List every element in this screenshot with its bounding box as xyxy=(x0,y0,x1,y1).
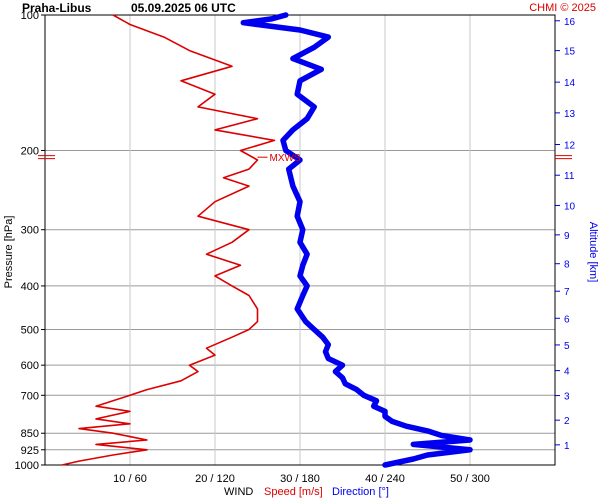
mxws-label: MXWS xyxy=(270,153,301,164)
station-title: Praha-Libus xyxy=(22,1,92,15)
x-tick-label: 30 / 180 xyxy=(280,473,320,485)
direction-series-line xyxy=(240,12,473,468)
speed-legend: Speed [m/s] xyxy=(264,486,323,498)
altitude-tick-label: 8 xyxy=(564,260,570,271)
altitude-tick-label: 2 xyxy=(564,416,570,427)
x-tick-label: 10 / 60 xyxy=(113,473,147,485)
altitude-tick-label: 3 xyxy=(564,392,570,403)
altitude-tick-label: 5 xyxy=(564,341,570,352)
altitude-tick-label: 16 xyxy=(564,17,576,28)
altitude-tick-label: 15 xyxy=(564,47,576,58)
x-tick-label: 40 / 240 xyxy=(365,473,405,485)
pressure-tick-label: 200 xyxy=(21,145,39,157)
mxws-marker: MXWS xyxy=(38,153,572,164)
x-tick-label: 50 / 300 xyxy=(450,473,490,485)
pressure-tick-label: 925 xyxy=(21,445,39,457)
altitude-tick-label: 9 xyxy=(564,231,570,242)
speed-series-line xyxy=(61,14,276,466)
altitude-tick-label: 7 xyxy=(564,287,570,298)
altitude-axis-label: Altitude [km] xyxy=(587,222,599,283)
pressure-tick-label: 1000 xyxy=(15,460,39,472)
altitude-tick-label: 10 xyxy=(564,201,576,212)
altitude-tick-label: 4 xyxy=(564,367,570,378)
credit-text: CHMI © 2025 xyxy=(529,2,596,14)
series-group xyxy=(61,12,473,468)
pressure-tick-label: 700 xyxy=(21,390,39,402)
pressure-tick-label: 400 xyxy=(21,281,39,293)
pressure-tick-label: 850 xyxy=(21,428,39,440)
plot-frame xyxy=(44,14,556,466)
pressure-tick-label: 600 xyxy=(21,360,39,372)
altitude-tick-label: 12 xyxy=(564,141,576,152)
datetime-title: 05.09.2025 06 UTC xyxy=(131,1,236,15)
direction-legend: Direction [°] xyxy=(332,486,389,498)
altitude-tick-label: 6 xyxy=(564,314,570,325)
pressure-tick-label: 500 xyxy=(21,325,39,337)
altitude-tick-label: 11 xyxy=(564,171,575,182)
pressure-tick-label: 100 xyxy=(21,10,39,22)
x-axis: 10 / 60 20 / 120 30 / 180 40 / 240 50 / 300 xyxy=(113,473,490,485)
x-tick-label: 20 / 120 xyxy=(195,473,235,485)
pressure-tick-label: 300 xyxy=(21,225,39,237)
altitude-tick-label: 14 xyxy=(564,78,576,89)
pressure-axis-label: Pressure [hPa] xyxy=(3,216,15,289)
wind-label: WIND xyxy=(224,486,253,498)
pressure-axis: 100 200 300 400 500 600 700 850 925 1000 xyxy=(15,10,45,472)
altitude-tick-label: 13 xyxy=(564,109,576,120)
altitude-tick-label: 1 xyxy=(564,441,570,452)
